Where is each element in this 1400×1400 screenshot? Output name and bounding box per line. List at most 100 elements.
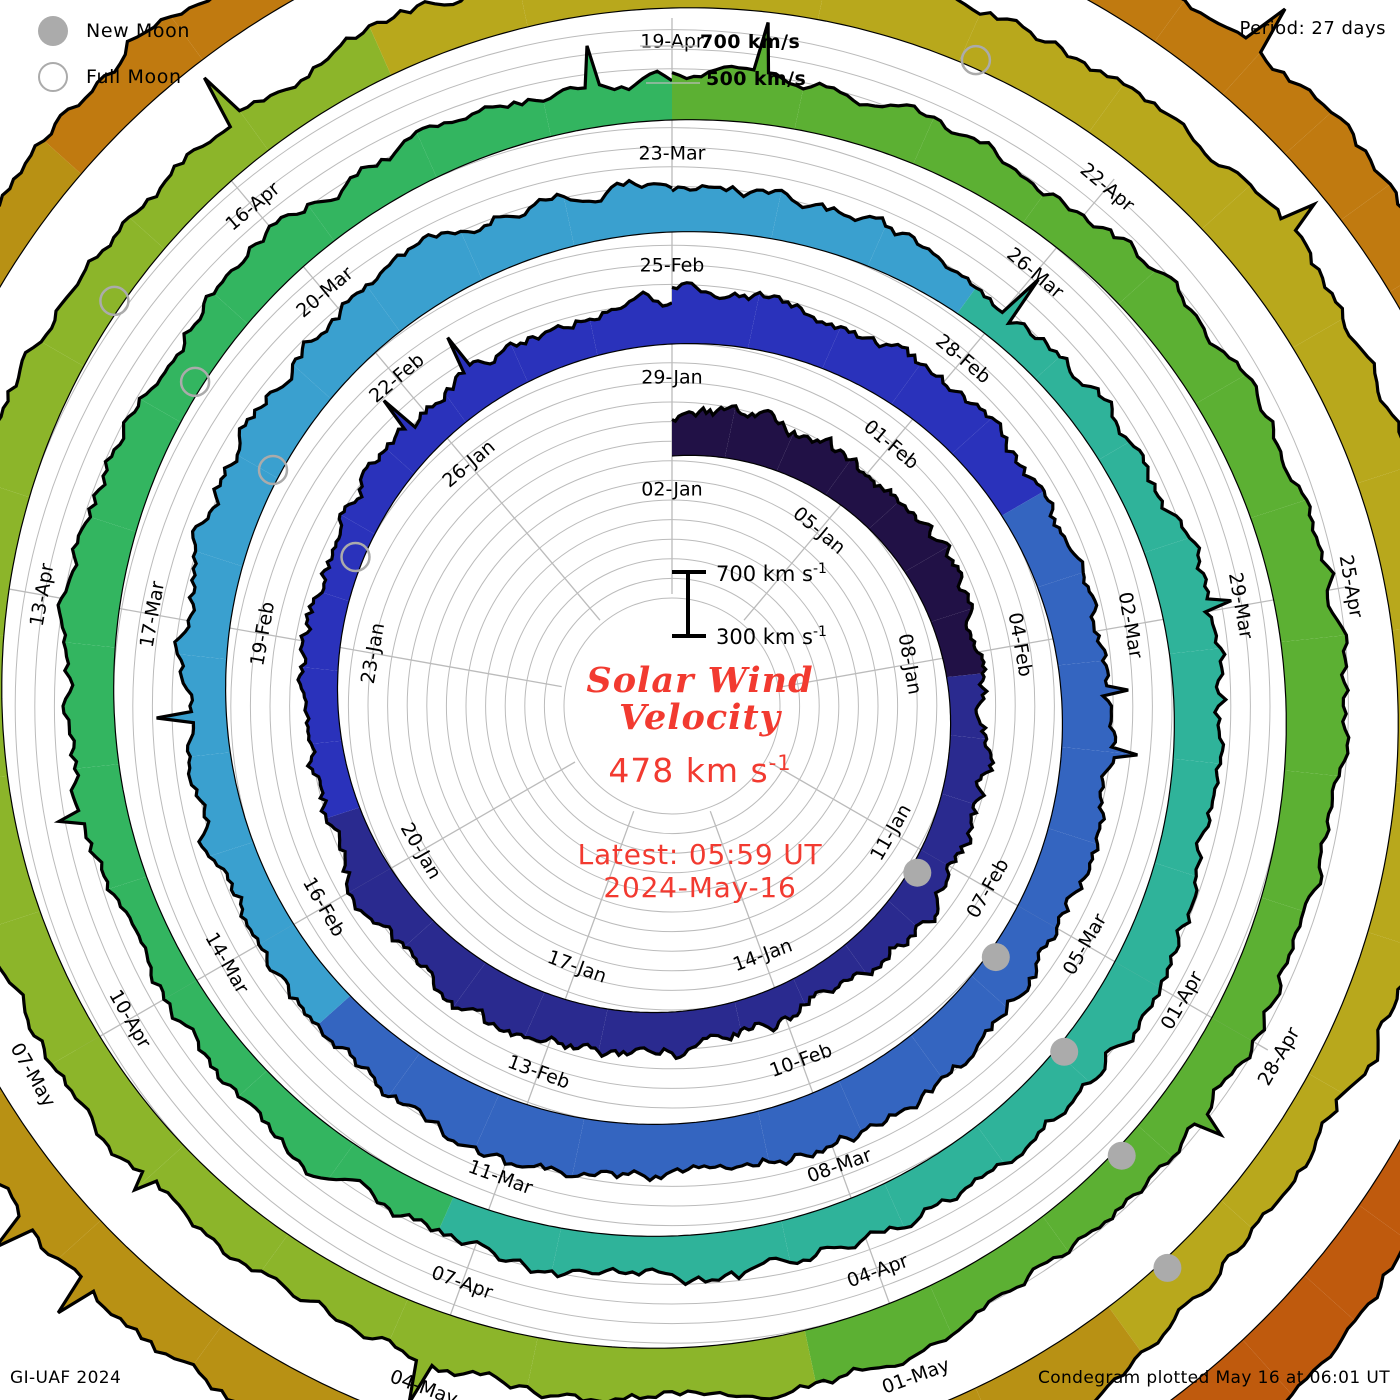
velocity-band-segment [904,545,973,622]
velocity-band-segment [971,905,1057,1008]
velocity-band-segment [452,962,545,1038]
date-label: 07-Apr [428,1262,495,1304]
velocity-band-segment [941,735,994,804]
chart-title-line2: Velocity [619,696,781,738]
velocity-band-segment [134,1145,289,1272]
velocity-band-segment [59,764,147,890]
date-label: 22-Apr [1076,159,1139,217]
velocity-band-segment [58,1220,223,1365]
period-label: Period: 27 days [1239,18,1386,39]
velocity-band-segment [930,1216,1070,1336]
date-label: 26-Jan [438,436,499,492]
legend-item-new-moon: New Moon [22,8,282,54]
full-moon-marker [257,454,289,486]
velocity-band-segment [1174,1339,1293,1400]
velocity-band-segment [340,449,415,535]
velocity-band-segment [776,431,851,495]
velocity-band-segment [0,775,41,925]
velocity-band-segment [188,752,254,857]
date-label: 29-Jan [641,367,702,389]
date-label: 25-Feb [640,255,705,277]
center-readout: Solar Wind Velocity 478 km s-1 Latest: 0… [430,545,970,904]
velocity-band-segment [672,1001,741,1059]
full-moon-marker [99,285,130,317]
velocity-band-segment [524,992,608,1052]
velocity-baseline [336,343,952,1014]
legend-label-full-moon: Full Moon [86,66,182,88]
top-scale-700: 700 km/s [700,31,801,53]
new-moon-icon [38,16,68,46]
velocity-band-segment [51,1036,184,1190]
velocity-band-segment [781,1183,905,1264]
velocity-band-segment [88,398,181,532]
credit-right: Condegram plotted May 16 at 06:01 UT [1037,1368,1390,1388]
top-scale-500: 500 km/s [706,68,807,90]
velocity-baseline [113,119,1175,1237]
velocity-band-segment [1304,1205,1400,1321]
velocity-scale-bar [672,570,706,638]
new-moon-marker [903,858,932,887]
velocity-band-segment [1154,758,1221,877]
velocity-band-segment [1048,747,1138,845]
velocity-band-segment [931,608,986,678]
velocity-band-segment [389,1299,538,1400]
velocity-band-segment [388,1053,499,1148]
velocity-band-segment [1058,660,1138,755]
top-scale-leader-lines [640,45,700,84]
legend-item-full-moon: Full Moon [22,54,282,100]
current-velocity-number: 478 km s [608,750,769,790]
date-label: 16-Feb [298,874,349,941]
new-moon-marker [981,943,1010,972]
velocity-band-segment [958,12,1124,133]
velocity-band-segment [521,0,672,27]
velocity-band-segment [891,364,993,454]
full-moon-marker [340,541,371,573]
full-moon-marker [960,44,992,76]
scale-bar-upper-text: 700 km s [716,562,813,586]
velocity-band-segment [208,842,294,945]
velocity-band-segment [1201,184,1343,348]
date-label: 22-Feb [365,349,429,407]
velocity-band-segment [510,319,598,383]
date-label: 17-Mar [136,579,169,649]
velocity-band-segment [1108,1200,1253,1352]
velocity-band-segment [1023,194,1156,304]
velocity-band-segment [1017,828,1098,928]
chart-title: Solar Wind Velocity [430,662,970,738]
velocity-band-segment [1392,629,1400,783]
velocity-band-segment [1357,469,1400,631]
new-moon-marker [1153,1253,1182,1282]
velocity-band-segment [416,99,551,178]
velocity-band-segment [825,458,899,529]
velocity-band-segment [794,83,935,164]
date-label: 13-Feb [505,1051,573,1094]
velocity-band-segment [804,1285,953,1383]
velocity-band-segment [888,849,949,926]
velocity-band-segment [572,1118,672,1181]
velocity-band-segment [1037,572,1107,666]
scale-bar-upper-exponent: -1 [813,561,827,577]
velocity-band-segment [383,393,466,474]
velocity-band-segment [444,337,528,423]
velocity-band-segment [946,673,987,740]
moon-phase-markers [99,44,1182,1282]
date-label: 23-Jan [357,621,389,685]
date-label: 04-Feb [1004,611,1037,679]
velocity-band-segment [884,1125,1005,1228]
velocity-band-segment [1088,84,1251,229]
date-label: 04-Apr [844,1250,911,1292]
legend-label-new-moon: New Moon [86,20,190,42]
velocity-band-segment [347,868,434,948]
velocity-band-segment [1138,1017,1253,1158]
velocity-band-segment [672,405,736,458]
velocity-band-segment [366,231,483,332]
current-velocity-exponent: -1 [768,750,792,775]
velocity-band-segment [460,194,575,280]
velocity-band-segment [239,25,392,151]
date-label: 02-Mar [1114,590,1147,660]
new-moon-marker [1107,1141,1136,1170]
velocity-band-segment [129,77,269,249]
